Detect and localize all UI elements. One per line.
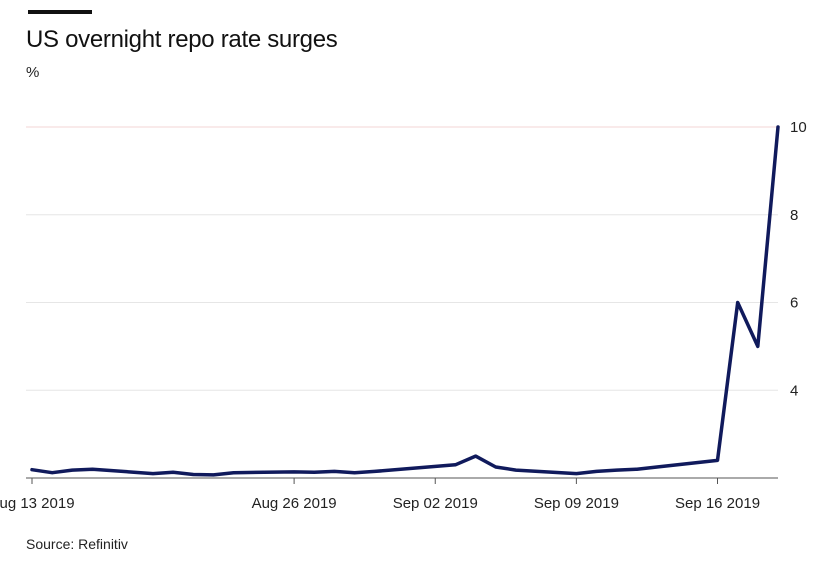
y-tick-label-8: 8 [790,207,798,224]
source-note: Source: Refinitiv [26,536,128,552]
data-point-16 [494,465,497,469]
x-tick-label-0: Aug 13 2019 [0,495,75,512]
data-point-17 [514,468,518,472]
data-point-6 [192,473,195,476]
series-layer [30,125,780,477]
data-point-24 [736,301,739,304]
data-point-22 [655,465,659,469]
data-point-9 [292,470,296,474]
data-point-3 [91,468,94,471]
data-point-10 [313,471,316,474]
title-accent-bar [28,10,92,14]
y-unit-label: % [26,64,40,81]
series-line-0 [30,125,780,477]
y-tick-label-4: 4 [790,382,798,399]
data-point-11 [333,470,336,473]
data-point-5 [171,471,175,474]
y-tick-label-6: 6 [790,295,798,312]
x-tick-label-3: Sep 09 2019 [534,495,619,512]
data-point-1 [50,471,54,474]
data-point-2 [71,468,74,472]
data-point-12 [353,471,356,474]
data-point-23 [716,459,719,462]
gridlines [26,126,778,391]
data-point-13 [373,470,376,473]
data-point-15 [474,454,477,458]
y-axis-labels: 4 6 8 10 [790,119,807,399]
chart-title: US overnight repo rate surges [26,26,338,53]
x-axis: Aug 13 2019 Aug 26 2019 Sep 02 2019 Sep 09 … [0,477,778,512]
data-point-20 [615,468,618,472]
y-tick-label-10: 10 [790,119,807,136]
x-tick-label-1: Aug 26 2019 [252,495,337,512]
data-point-18 [575,472,578,475]
data-point-14 [454,463,457,467]
data-point-25 [756,345,760,348]
data-point-21 [635,468,639,471]
data-point-8 [232,471,235,474]
data-point-0 [30,468,34,471]
data-point-19 [595,470,598,473]
x-tick-label-2: Sep 02 2019 [393,495,478,512]
x-tick-label-4: Sep 16 2019 [675,495,760,512]
data-point-4 [151,472,155,475]
data-point-26 [776,125,780,129]
data-point-7 [212,473,215,477]
